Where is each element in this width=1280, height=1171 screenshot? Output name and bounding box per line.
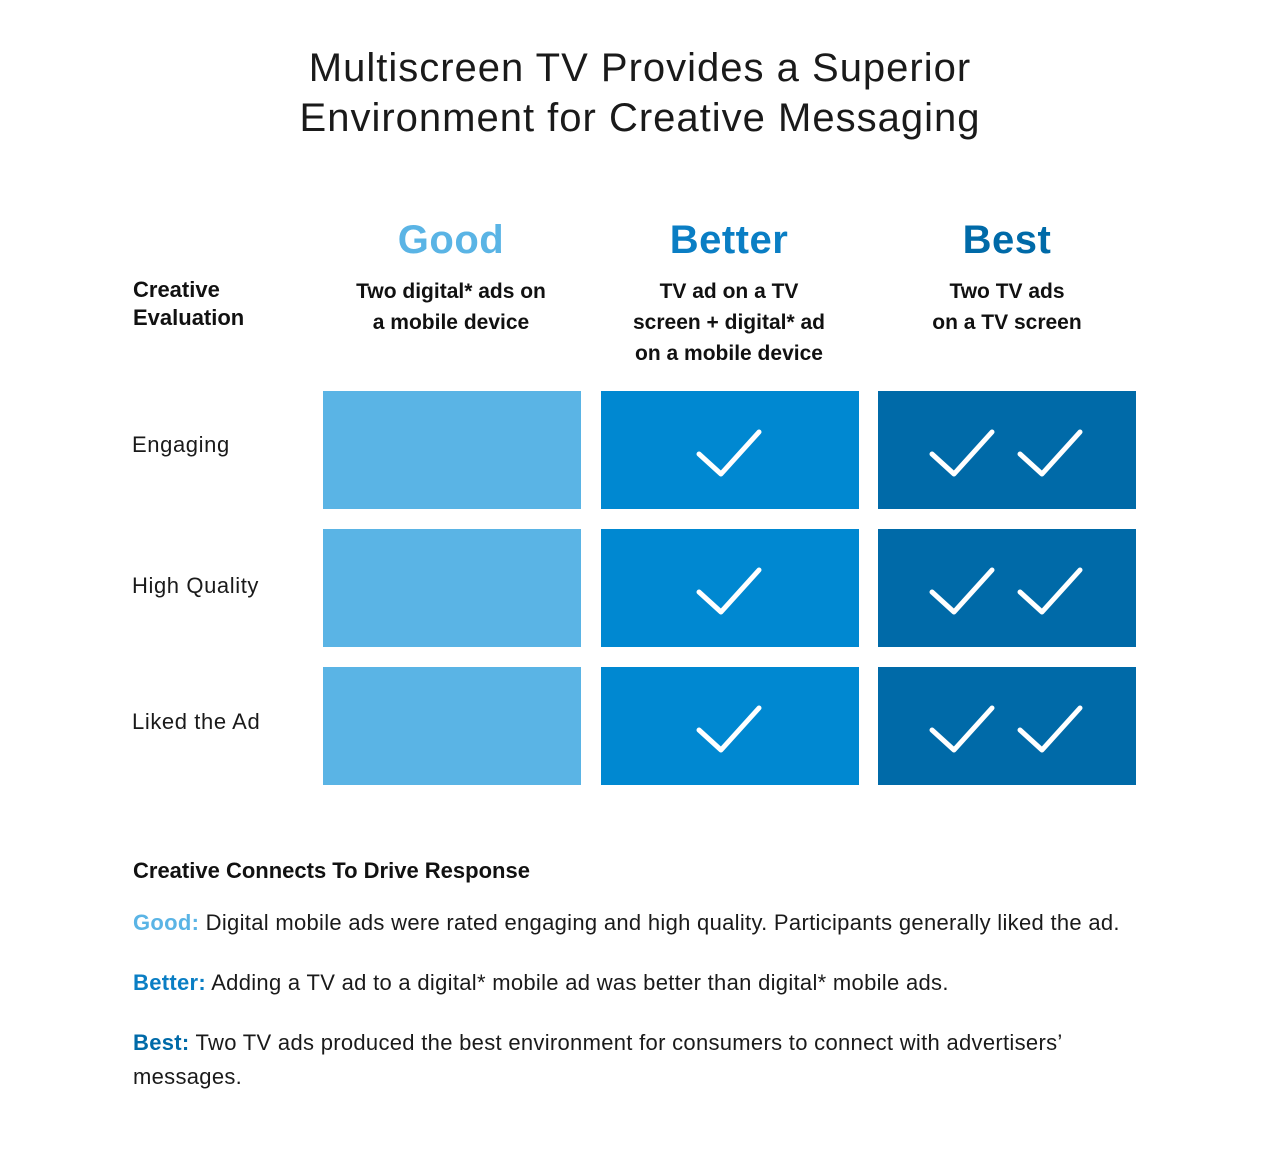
description-line: on a TV screen [932,311,1082,334]
cell-high-quality-best [878,529,1136,647]
chart-title-line-2: Environment for Creative Messaging [299,96,981,140]
cell-liked-the-ad-best [878,667,1136,785]
cell-liked-the-ad-better [601,667,859,785]
summary-text-best: Two TV ads produced the best environment… [133,1030,1062,1089]
column-heading-good: Good [397,218,505,262]
checkmark-icon [929,429,995,477]
description-line: a mobile device [372,311,530,334]
description-line: Two TV ads [949,280,1065,303]
cell-engaging-best [878,391,1136,509]
summary-lead-best: Best: [133,1030,190,1055]
summary-text-good: Digital mobile ads were rated engaging a… [199,910,1120,935]
checkmark-icon [929,705,995,753]
row-header-line: Evaluation [133,305,245,330]
cell-engaging-better [601,391,859,509]
row-label-liked-the-ad: Liked the Ad [132,709,261,734]
column-description-better: TV ad on a TV screen + digital* ad on a … [600,276,858,369]
column-heading-best: Best [962,218,1052,262]
checkmark-icon [696,567,762,615]
row-header: Creative Evaluation [133,276,313,332]
checkmark-icon [696,705,762,753]
column-description-good: Two digital* ads on a mobile device [322,276,580,338]
description-line: Two digital* ads on [356,280,546,303]
description-line: screen + digital* ad [633,311,825,334]
checkmark-icon [1017,429,1083,477]
summary-text-better: Adding a TV ad to a digital* mobile ad w… [206,970,949,995]
description-line: TV ad on a TV [659,280,799,303]
row-header-line: Creative [133,277,220,302]
column-heading-better: Better [669,218,789,262]
summary-heading: Creative Connects To Drive Response [133,858,530,883]
checkmark-icon [1017,567,1083,615]
checkmark-icon [696,429,762,477]
summary-section: Creative Connects To Drive Response Good… [133,858,1133,1120]
summary-item-good: Good: Digital mobile ads were rated enga… [133,906,1133,940]
summary-lead-better: Better: [133,970,206,995]
summary-lead-good: Good: [133,910,200,935]
cell-liked-the-ad-good [323,667,581,785]
row-label-engaging: Engaging [132,432,230,457]
cell-high-quality-better [601,529,859,647]
description-line: on a mobile device [635,342,823,365]
summary-item-better: Better: Adding a TV ad to a digital* mob… [133,966,1133,1000]
summary-item-best: Best: Two TV ads produced the best envir… [133,1026,1133,1094]
checkmark-icon [1017,705,1083,753]
row-label-high-quality: High Quality [132,573,260,598]
cell-high-quality-good [323,529,581,647]
chart-title-line-1: Multiscreen TV Provides a Superior [308,46,972,90]
column-description-best: Two TV ads on a TV screen [878,276,1136,338]
checkmark-icon [929,567,995,615]
cell-engaging-good [323,391,581,509]
